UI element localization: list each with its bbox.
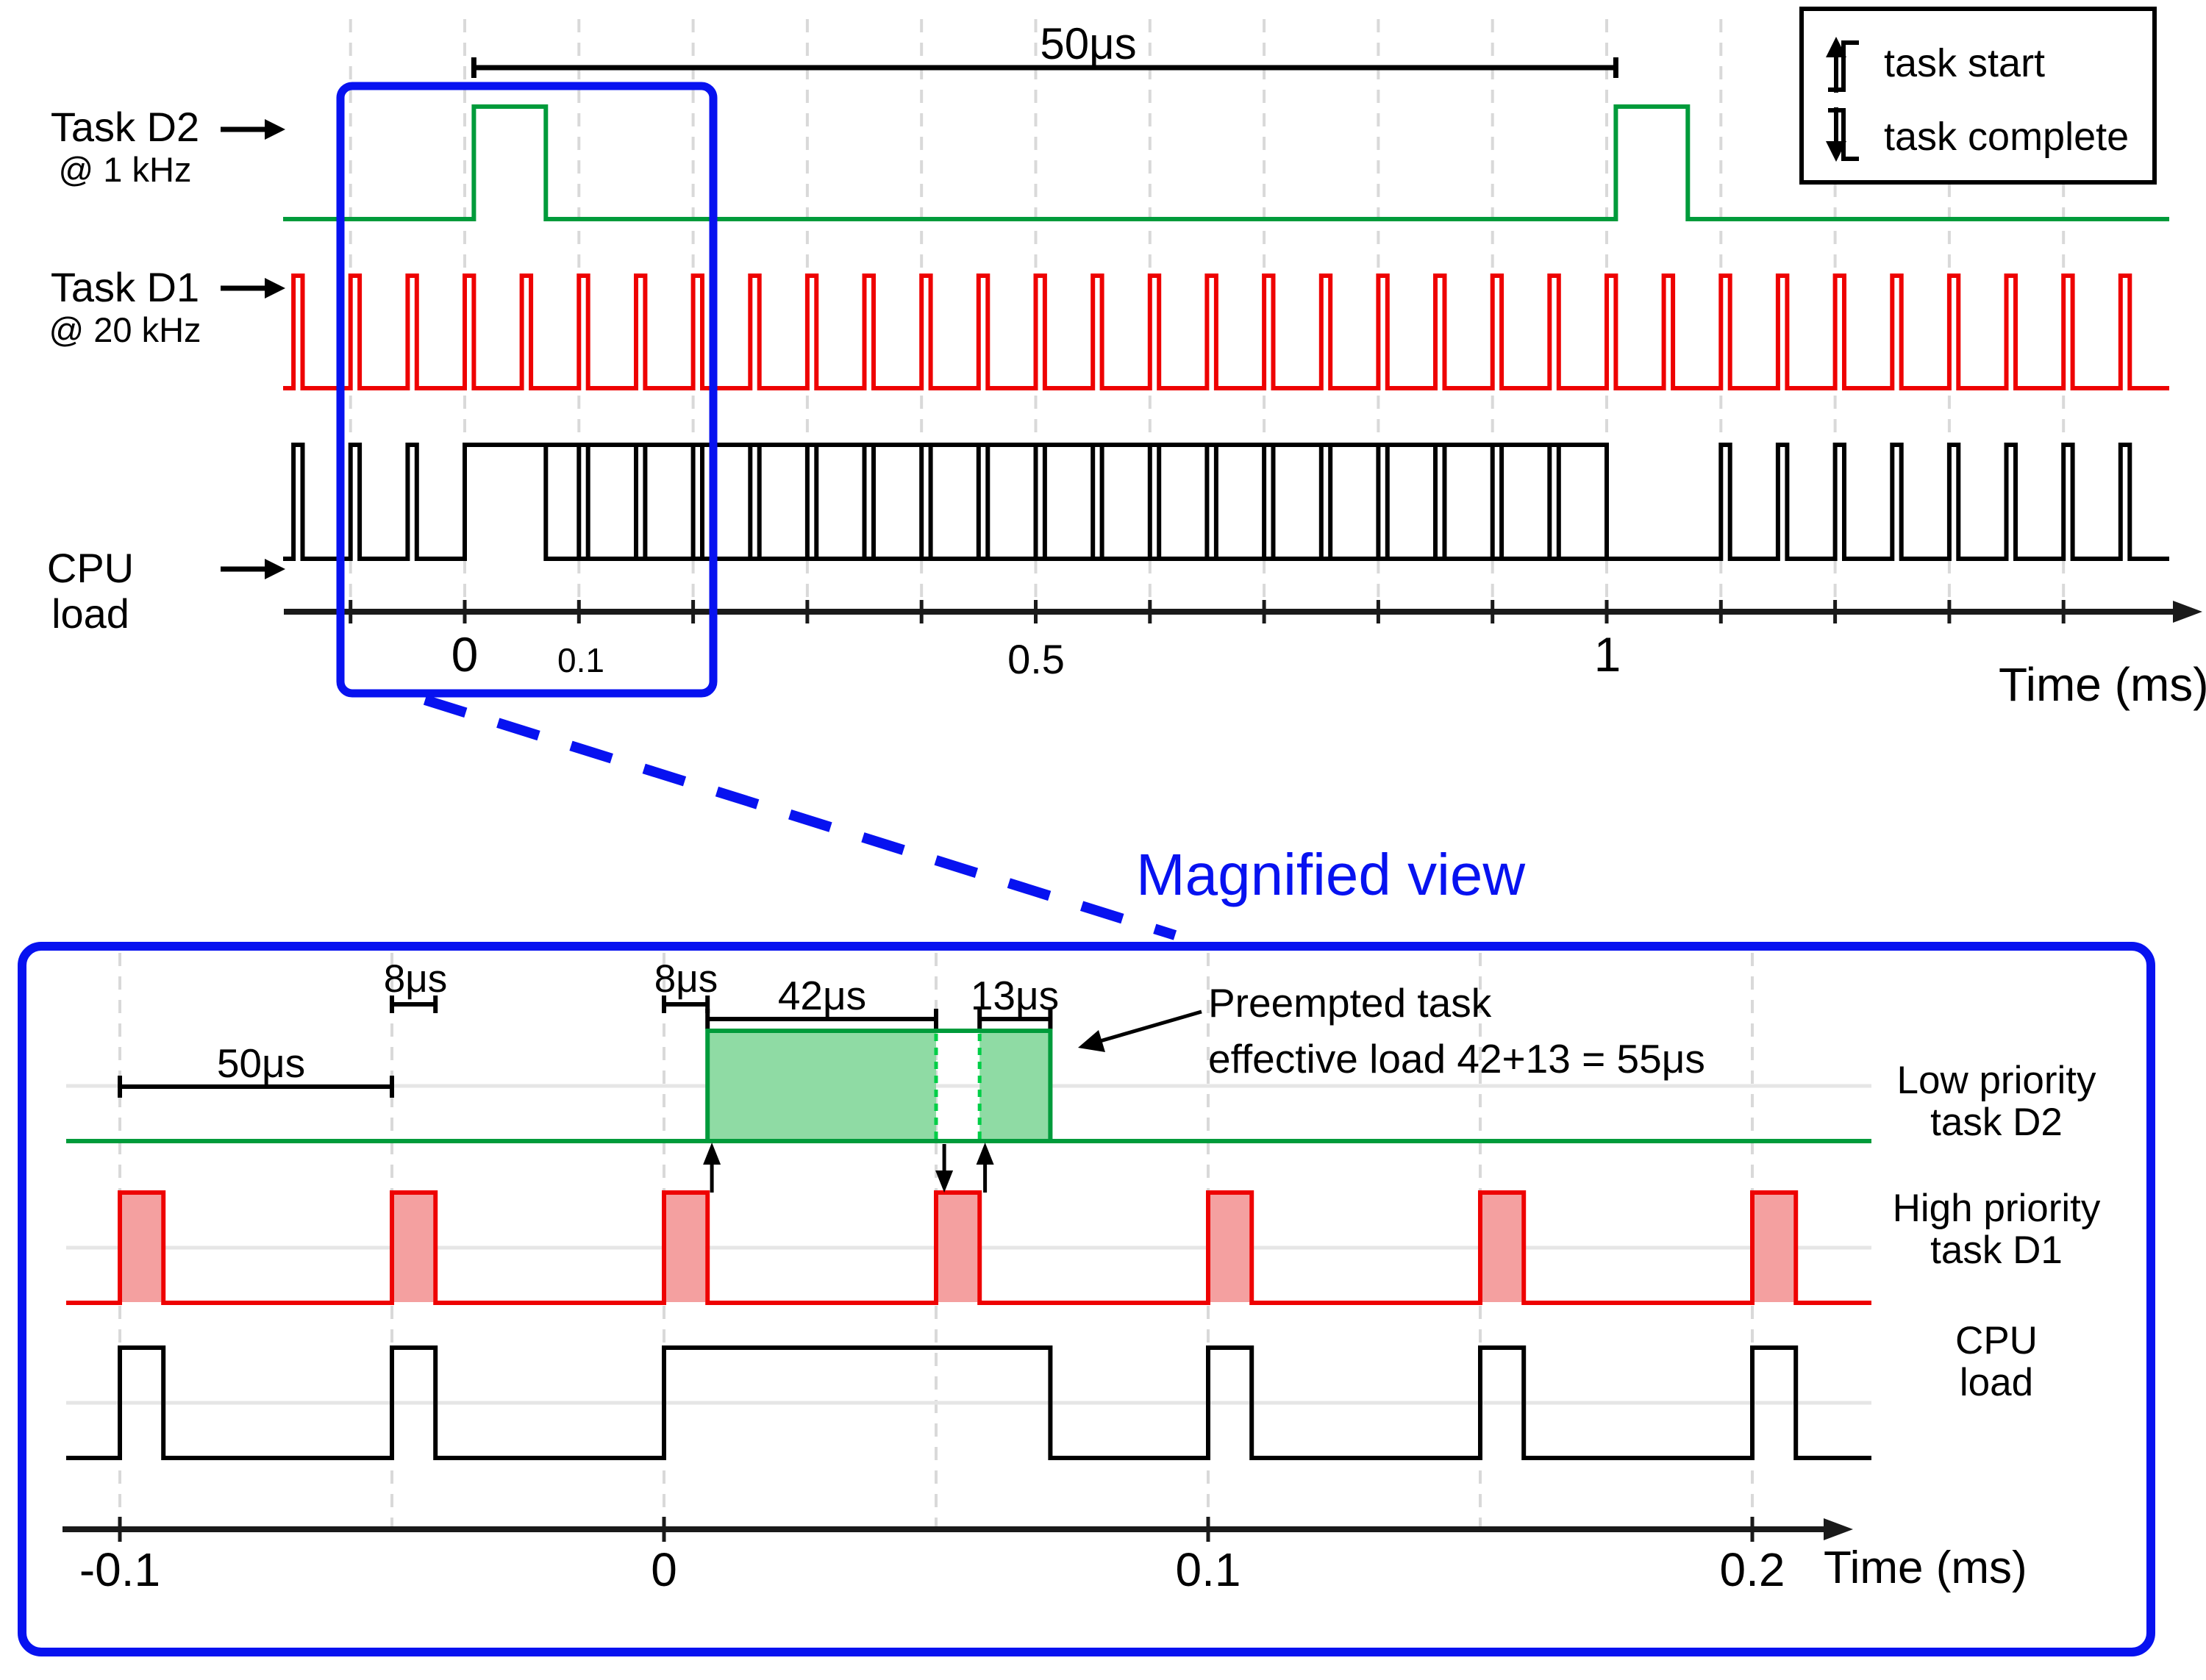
mag-d2-execution-fill xyxy=(979,1033,1051,1139)
mag-d1-pulse-fill xyxy=(394,1195,434,1302)
row-label-arrowhead xyxy=(265,119,285,140)
top-axis-title: Time (ms) xyxy=(1999,658,2206,711)
task-event-up-arrowhead xyxy=(976,1143,994,1165)
magnified-view-title: Magnified view xyxy=(1136,842,1526,907)
mag-d1-pulse-fill xyxy=(666,1195,706,1302)
mag-row-cpu-label-line1: CPU xyxy=(1955,1319,2038,1362)
mag-d2-execution-fill xyxy=(707,1033,936,1139)
mag-row-d2-label-line2: task D2 xyxy=(1930,1101,2063,1144)
top-axis-tick-0: 0 xyxy=(451,627,479,682)
top-axis-tick-1: 1 xyxy=(1593,627,1621,682)
mag-d1-pulse-fill xyxy=(1755,1195,1794,1302)
top-axis-arrowhead xyxy=(2173,601,2202,623)
mag-dim-8us-label-1: 8μs xyxy=(383,957,448,1001)
mag-d1-pulse-fill xyxy=(1210,1195,1250,1302)
cpu-load-label-line1: CPU xyxy=(46,545,135,591)
task-d2-rate-label: @ 1 kHz xyxy=(58,150,192,189)
top-cpu-load-waveform xyxy=(283,443,2169,561)
mag-d1-waveform xyxy=(66,1190,1871,1305)
mag-row-d1-label-line2: task D1 xyxy=(1930,1229,2063,1272)
legend-box xyxy=(1799,7,2157,185)
task-d1-label: Task D1 xyxy=(50,264,200,310)
mag-d1-pulse-fill xyxy=(1482,1195,1522,1302)
preempted-note-line1: Preempted task xyxy=(1208,980,1492,1026)
mag-axis-tick-0: 0 xyxy=(651,1543,677,1596)
task-d2-label: Task D2 xyxy=(50,104,200,150)
mag-axis-tick-0.2: 0.2 xyxy=(1719,1543,1785,1596)
mag-dim-50us-label: 50μs xyxy=(216,1040,306,1086)
mag-row-d2-label-line1: Low priority xyxy=(1896,1059,2096,1102)
row-label-arrowhead xyxy=(265,559,285,579)
mag-axis-tick-0.1: 0.1 xyxy=(1175,1543,1241,1596)
mag-dim-42us-label: 42μs xyxy=(777,973,867,1018)
task-event-down-arrowhead xyxy=(935,1170,954,1193)
magnified-view-box xyxy=(18,942,2155,1656)
task-complete-icon xyxy=(1826,141,1846,162)
task-event-up-arrowhead xyxy=(703,1143,721,1165)
mag-d1-pulse-fill xyxy=(938,1195,978,1302)
task-d1-rate-label: @ 20 kHz xyxy=(49,310,201,349)
top-axis-tick-0.1: 0.1 xyxy=(557,641,604,679)
preempted-note-arrow xyxy=(1099,1009,1202,1043)
top-task-d1-waveform xyxy=(283,274,2169,390)
mag-row-d1-label-line1: High priority xyxy=(1892,1187,2101,1230)
row-label-arrowhead xyxy=(265,278,285,299)
mag-cpu-waveform xyxy=(66,1345,1871,1460)
mag-d1-pulse-fill xyxy=(122,1195,162,1302)
preempted-note-arrowhead xyxy=(1078,1030,1105,1052)
top-axis-tick-0.5: 0.5 xyxy=(1007,636,1065,682)
top-task-d2-waveform xyxy=(283,104,2169,221)
mag-dim-13us-label: 13μs xyxy=(970,973,1060,1018)
mag-row-cpu-label-line2: load xyxy=(1959,1361,2034,1404)
cpu-load-label-line2: load xyxy=(51,590,129,637)
top-dimension-label: 50μs xyxy=(1040,19,1137,68)
mag-d2-block-outline xyxy=(705,1029,1053,1141)
zoom-region-box xyxy=(336,82,718,698)
legend-task-complete-label: task complete xyxy=(1884,115,2130,159)
mag-axis-title: Time (ms) xyxy=(1824,1543,2027,1593)
mag-axis-arrowhead xyxy=(1824,1518,1853,1540)
preempted-note-line2: effective load 42+13 = 55μs xyxy=(1208,1036,1705,1082)
zoom-connector-dashed-line xyxy=(423,695,1177,940)
legend-task-start-label: task start xyxy=(1884,41,2046,85)
task-start-icon xyxy=(1826,37,1846,57)
mag-axis-tick--0.1: -0.1 xyxy=(79,1543,161,1596)
mag-dim-8us-label-2: 8μs xyxy=(654,957,718,1001)
